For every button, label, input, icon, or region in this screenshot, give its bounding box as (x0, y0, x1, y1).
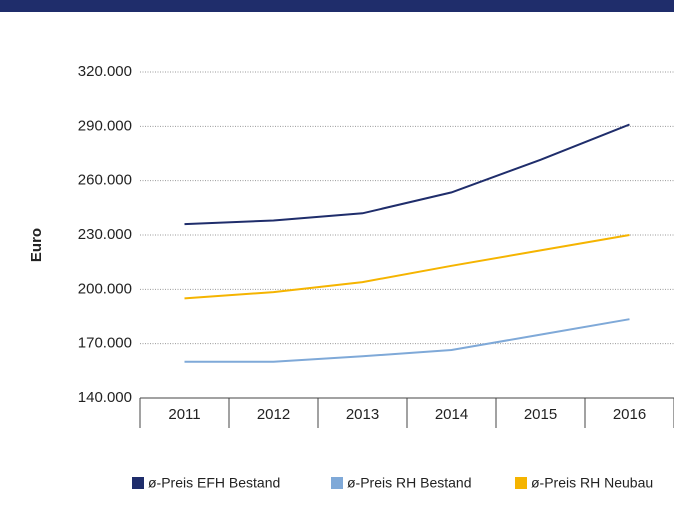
x-tick-label: 2011 (168, 406, 200, 423)
series-line (184, 123, 630, 226)
header-bar (0, 0, 674, 12)
y-tick-label: 230.000 (78, 226, 132, 243)
series-line (184, 318, 630, 363)
x-tick-label: 2013 (346, 406, 379, 423)
legend-label: ø-Preis RH Bestand (347, 475, 471, 491)
x-tick-label: 2014 (435, 406, 468, 423)
legend-swatch (132, 477, 144, 489)
legend-swatch (331, 477, 343, 489)
x-tick-label: 2016 (613, 406, 646, 423)
legend-label: ø-Preis EFH Bestand (148, 475, 280, 491)
y-axis-label: Euro (28, 228, 45, 262)
series-line (184, 234, 630, 300)
y-tick-label: 140.000 (78, 389, 132, 406)
x-tick-label: 2015 (524, 406, 557, 423)
y-tick-label: 320.000 (78, 63, 132, 80)
legend-swatch (515, 477, 527, 489)
y-tick-label: 260.000 (78, 172, 132, 189)
y-tick-label: 170.000 (78, 335, 132, 352)
legend-label: ø-Preis RH Neubau (531, 475, 653, 491)
x-tick-label: 2012 (257, 406, 290, 423)
y-tick-label: 200.000 (78, 280, 132, 297)
y-tick-label: 290.000 (78, 117, 132, 134)
